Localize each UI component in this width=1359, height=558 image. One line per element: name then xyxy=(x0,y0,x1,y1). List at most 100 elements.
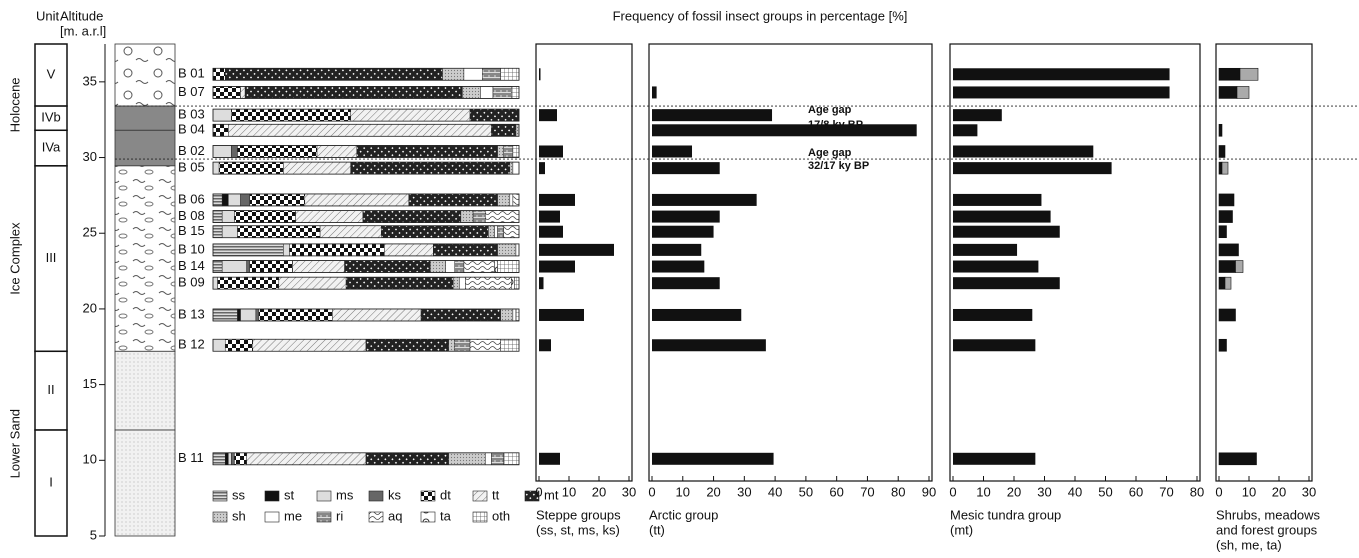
composition-segment xyxy=(455,339,470,351)
composition-segment xyxy=(225,453,228,465)
composition-segment xyxy=(351,109,470,121)
unit-label: V xyxy=(47,66,56,81)
bar xyxy=(539,261,575,273)
bar xyxy=(652,339,766,351)
composition-segment xyxy=(495,261,498,273)
composition-segment xyxy=(516,124,519,136)
bar xyxy=(953,339,1035,351)
composition-segment xyxy=(462,86,480,98)
composition-segment xyxy=(453,277,459,289)
altitude-header: [m. a.r.l] xyxy=(60,23,106,38)
composition-segment xyxy=(237,309,240,321)
age-gap-label: 32/17 ky BP xyxy=(808,160,869,172)
composition-segment xyxy=(250,261,293,273)
legend-swatch xyxy=(317,512,331,522)
x-axis-label: and forest groups xyxy=(1216,522,1318,537)
composition-segment xyxy=(237,145,317,157)
unit-label: II xyxy=(47,382,54,397)
bar-segment xyxy=(1219,86,1237,98)
x-tick-label: 10 xyxy=(676,484,690,499)
x-tick-label: 30 xyxy=(1037,484,1051,499)
composition-segment xyxy=(384,244,433,256)
period-label: Lower Sand xyxy=(7,409,22,478)
legend-label: me xyxy=(284,508,302,523)
composition-segment xyxy=(430,261,445,273)
bar xyxy=(953,309,1032,321)
composition-segment xyxy=(213,261,222,273)
composition-segment xyxy=(481,86,493,98)
composition-segment xyxy=(513,162,519,174)
column-layer xyxy=(115,106,175,130)
bar-segment xyxy=(1219,277,1225,289)
bar-segment xyxy=(1219,194,1234,206)
bar xyxy=(953,261,1038,273)
composition-segment xyxy=(510,194,513,206)
composition-segment xyxy=(363,211,461,223)
composition-segment xyxy=(470,109,519,121)
bar xyxy=(953,124,977,136)
period-label: Holocene xyxy=(7,77,22,132)
sample-label: B 10 xyxy=(178,241,205,256)
composition-segment xyxy=(495,226,498,238)
composition-segment xyxy=(332,309,421,321)
composition-segment xyxy=(449,339,455,351)
y-tick-label: 25 xyxy=(83,225,97,240)
x-tick-label: 60 xyxy=(829,484,843,499)
composition-segment xyxy=(213,162,219,174)
composition-segment xyxy=(237,226,320,238)
bar xyxy=(652,309,741,321)
unit-header: Unit xyxy=(36,8,60,23)
composition-segment xyxy=(482,68,500,80)
legend-label: ss xyxy=(232,487,246,502)
composition-segment xyxy=(222,226,237,238)
legend-label: ks xyxy=(388,487,402,502)
composition-segment xyxy=(443,68,464,80)
x-tick-label: 70 xyxy=(1159,484,1173,499)
x-tick-label: 70 xyxy=(860,484,874,499)
composition-segment xyxy=(446,261,455,273)
bar-segment xyxy=(1219,261,1236,273)
x-tick-label: 0 xyxy=(949,484,956,499)
x-tick-label: 0 xyxy=(535,484,542,499)
sample-label: B 03 xyxy=(178,107,205,122)
composition-segment xyxy=(464,68,482,80)
bar xyxy=(953,109,1002,121)
bar xyxy=(652,194,757,206)
legend-label: aq xyxy=(388,508,402,523)
bar xyxy=(953,145,1093,157)
legend-label: tt xyxy=(492,487,500,502)
composition-segment xyxy=(253,339,366,351)
composition-segment xyxy=(513,145,519,157)
sample-label: B 13 xyxy=(178,306,205,321)
composition-segment xyxy=(283,244,289,256)
composition-segment xyxy=(498,226,504,238)
composition-segment xyxy=(250,194,305,206)
legend-label: dt xyxy=(440,487,451,502)
bar-segment xyxy=(1237,86,1249,98)
bar xyxy=(539,309,584,321)
composition-segment xyxy=(213,145,231,157)
bar xyxy=(652,109,772,121)
composition-segment xyxy=(241,309,256,321)
x-axis-label: Arctic group xyxy=(649,507,718,522)
bar xyxy=(652,261,704,273)
x-tick-label: 80 xyxy=(891,484,905,499)
composition-segment xyxy=(504,453,519,465)
composition-segment xyxy=(516,244,519,256)
composition-segment xyxy=(222,261,246,273)
bar-segment xyxy=(1219,226,1227,238)
sample-label: B 14 xyxy=(178,258,205,273)
column-layer xyxy=(115,130,175,166)
y-tick-label: 30 xyxy=(83,149,97,164)
x-axis-label: Mesic tundra group xyxy=(950,507,1061,522)
x-axis-label: (sh, me, ta) xyxy=(1216,537,1282,552)
column-layer xyxy=(115,44,175,106)
x-tick-label: 10 xyxy=(1242,484,1256,499)
bar-segment xyxy=(1219,211,1233,223)
composition-segment xyxy=(493,86,511,98)
composition-segment xyxy=(279,277,346,289)
legend-label: ta xyxy=(440,508,452,523)
bar xyxy=(953,194,1041,206)
column-layer xyxy=(115,430,175,536)
bar-segment xyxy=(1222,162,1228,174)
